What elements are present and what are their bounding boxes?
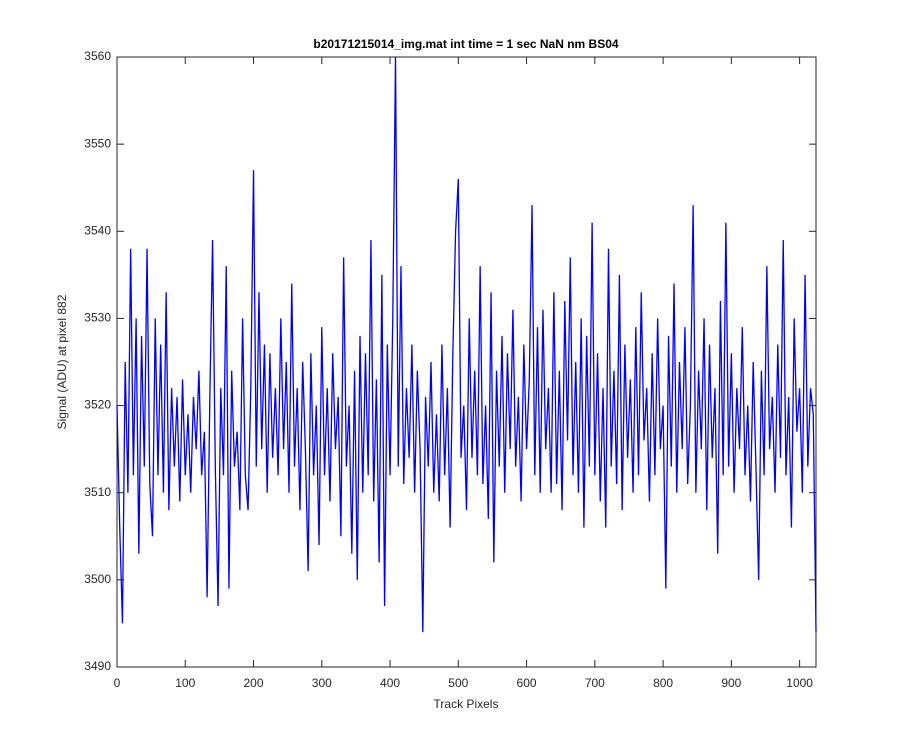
x-tick-label: 100 (175, 676, 195, 690)
x-tick-label: 400 (380, 676, 400, 690)
x-tick-label: 300 (312, 676, 332, 690)
x-tick-label: 1000 (786, 676, 813, 690)
y-tick-label: 3520 (84, 398, 111, 412)
x-axis-label: Track Pixels (434, 697, 499, 711)
x-tick-label: 500 (448, 676, 468, 690)
x-tick-label: 200 (244, 676, 264, 690)
chart-title: b20171215014_img.mat int time = 1 sec Na… (313, 37, 618, 51)
plot-area (116, 56, 817, 668)
y-axis-label: Signal (ADU) at pixel 882 (55, 294, 69, 429)
y-tick-label: 3530 (84, 311, 111, 325)
x-tick-label: 900 (721, 676, 741, 690)
y-tick-label: 3490 (84, 659, 111, 673)
y-tick-label: 3500 (84, 572, 111, 586)
x-tick-label: 600 (517, 676, 537, 690)
y-tick-label: 3550 (84, 136, 111, 150)
x-tick-label: 800 (653, 676, 673, 690)
data-line (116, 56, 817, 633)
y-tick-label: 3510 (84, 485, 111, 499)
y-tick-label: 3540 (84, 223, 111, 237)
x-tick-label: 700 (585, 676, 605, 690)
y-tick-label: 3560 (84, 49, 111, 63)
x-tick-label: 0 (114, 676, 121, 690)
